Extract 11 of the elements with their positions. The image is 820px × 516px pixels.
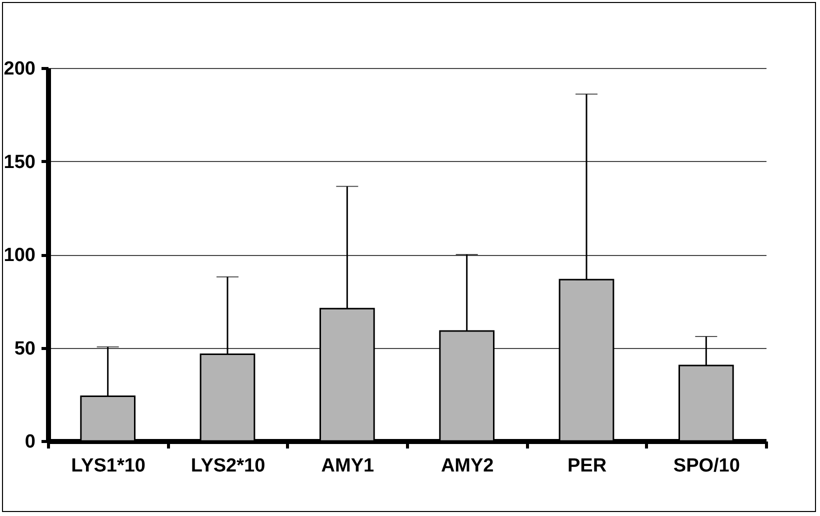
- y-tick-label: 150: [4, 152, 36, 173]
- x-tick-label: PER: [567, 456, 607, 476]
- y-tick-label: 200: [4, 58, 36, 80]
- x-tick-label: AMY1: [321, 456, 374, 476]
- y-tick-label: 100: [4, 245, 36, 266]
- x-tick-label: AMY2: [440, 456, 494, 476]
- x-tick-label: SPO/10: [673, 456, 740, 476]
- y-tick-label: 50: [14, 338, 36, 360]
- x-tick-label: LYS1*10: [71, 456, 146, 476]
- x-tick-label: LYS2*10: [190, 456, 266, 476]
- y-tick-label: 0: [24, 432, 36, 452]
